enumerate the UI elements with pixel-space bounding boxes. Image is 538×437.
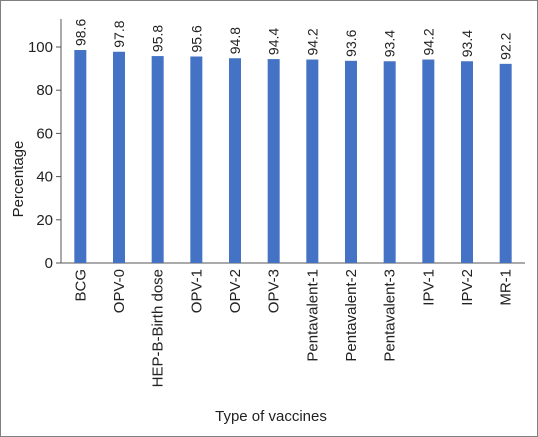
x-axis-label: Type of vaccines	[215, 408, 327, 425]
category-label: OPV-0	[111, 269, 128, 313]
category-label: MR-1	[498, 269, 515, 306]
bar	[74, 50, 87, 263]
category-labels: BCG OPV-0 HEP-B-Birth dose OPV-1 OPV-2 OPV-3 P…	[72, 269, 514, 387]
category-label: Pentavalent-2	[343, 269, 360, 362]
data-label: 97.8	[111, 20, 127, 47]
data-label: 93.6	[343, 29, 359, 56]
category-label: OPV-1	[188, 269, 205, 313]
category-label: Pentavalent-1	[304, 269, 321, 362]
axes	[60, 19, 525, 264]
bar	[306, 59, 319, 263]
category-label: BCG	[72, 269, 89, 302]
bar	[461, 61, 473, 264]
y-tick-label: 100	[28, 39, 53, 56]
data-label: 93.4	[382, 30, 398, 57]
data-label: 94.2	[420, 28, 436, 55]
y-tick-label: 60	[36, 125, 53, 142]
category-label: Pentavalent-3	[382, 269, 399, 362]
bar	[345, 60, 357, 263]
bar	[113, 51, 125, 263]
category-label: IPV-1	[420, 269, 437, 306]
bar	[151, 56, 164, 264]
data-label: 92.2	[498, 32, 514, 59]
bar	[229, 58, 241, 264]
bar	[499, 63, 512, 264]
y-axis-label: Percentage	[10, 141, 27, 218]
y-tick-label: 20	[36, 212, 53, 229]
bars	[74, 50, 512, 264]
bar	[267, 59, 280, 263]
value-labels: 98.6 97.8 95.8 95.6 94.8 94.4 94.2 93.6 93.4 94.2…	[72, 19, 513, 60]
category-label: OPV-3	[266, 269, 283, 313]
data-label: 98.6	[72, 19, 88, 46]
bar	[190, 56, 203, 264]
data-label: 94.2	[304, 28, 320, 55]
category-label: HEP-B-Birth dose	[150, 269, 167, 387]
data-label: 93.4	[459, 30, 475, 57]
category-label: IPV-2	[459, 269, 476, 306]
bar	[422, 59, 435, 263]
data-label: 95.8	[150, 25, 166, 52]
data-label: 94.8	[227, 27, 243, 54]
y-tick-label: 80	[36, 82, 53, 99]
category-label: OPV-2	[227, 269, 244, 313]
data-label: 95.6	[188, 25, 204, 52]
y-tick-label: 0	[45, 255, 53, 272]
y-tick-label: 40	[36, 169, 53, 186]
y-ticks: 0 20 40 60 80 100	[28, 39, 61, 272]
data-label: 94.4	[266, 28, 282, 55]
bar	[383, 61, 396, 264]
